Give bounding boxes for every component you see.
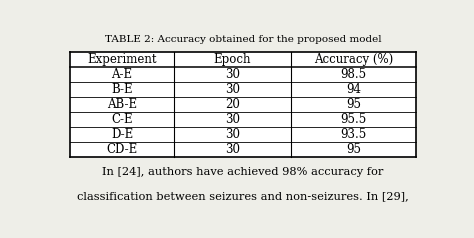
Text: A-E: A-E: [111, 68, 133, 81]
Text: TABLE 2: Accuracy obtained for the proposed model: TABLE 2: Accuracy obtained for the propo…: [105, 35, 381, 44]
Bar: [70, 52, 416, 157]
Text: classification between seizures and non-seizures. In [29],: classification between seizures and non-…: [77, 192, 409, 202]
Text: Accuracy (%): Accuracy (%): [314, 53, 393, 66]
Text: C-E: C-E: [111, 113, 133, 126]
Text: 30: 30: [225, 68, 240, 81]
Text: 20: 20: [225, 98, 240, 111]
Text: 94: 94: [346, 83, 361, 96]
Text: B-E: B-E: [111, 83, 133, 96]
Text: AB-E: AB-E: [107, 98, 137, 111]
Text: 30: 30: [225, 113, 240, 126]
Text: 95: 95: [346, 98, 361, 111]
Text: 30: 30: [225, 128, 240, 141]
Text: 95.5: 95.5: [340, 113, 366, 126]
Text: Experiment: Experiment: [87, 53, 157, 66]
Text: D-E: D-E: [111, 128, 133, 141]
Text: Epoch: Epoch: [214, 53, 251, 66]
Text: 30: 30: [225, 83, 240, 96]
Text: 30: 30: [225, 143, 240, 156]
Text: In [24], authors have achieved 98% accuracy for: In [24], authors have achieved 98% accur…: [102, 167, 383, 177]
Text: 98.5: 98.5: [340, 68, 366, 81]
Text: 93.5: 93.5: [340, 128, 366, 141]
Text: 95: 95: [346, 143, 361, 156]
Text: CD-E: CD-E: [107, 143, 137, 156]
